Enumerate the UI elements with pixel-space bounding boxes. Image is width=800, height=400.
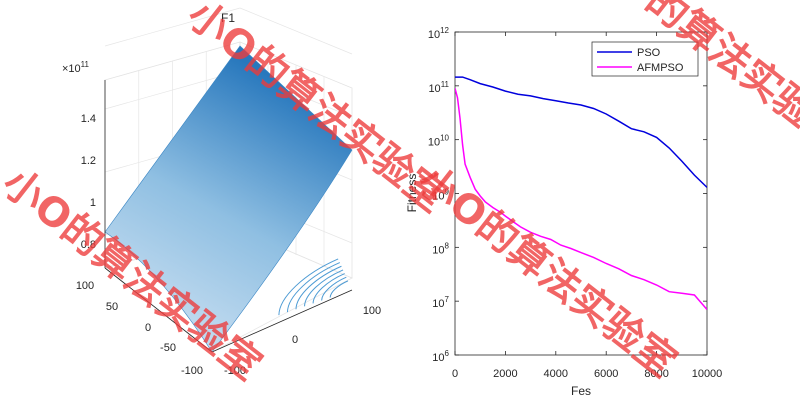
y-tick-label: 106 [432, 349, 449, 364]
y-tick-label: 108 [432, 241, 449, 256]
legend-box [591, 41, 699, 77]
surface-plot: F1 ×1011 1.4 1.2 1 0.8 -100 0 100 100 50 0 -50 -1… [62, 7, 381, 377]
z-tick-label: 0.8 [81, 239, 96, 251]
y-tick-label: 1012 [428, 26, 450, 41]
z-tick-label: 1 [90, 197, 96, 209]
x-tick-label: 0 [292, 334, 298, 346]
surface-mesh [104, 45, 353, 353]
x-tick-label: 100 [363, 305, 381, 317]
y-tick-label: -50 [160, 342, 176, 354]
legend: PSO AFMPSO [591, 41, 699, 77]
z-exponent-label: ×1011 [62, 60, 90, 75]
y-tick-labels: 100 50 0 -50 -100 [76, 280, 203, 377]
x-tick-label: -100 [224, 365, 246, 377]
convergence-plot: 0 2000 4000 6000 8000 10000 10610710810910101… [405, 26, 722, 398]
y-tick-label: 100 [76, 280, 94, 292]
surface-title: F1 [221, 11, 235, 25]
axis-ticks [454, 31, 708, 356]
y-tick-label: 50 [106, 301, 118, 313]
plot-area [454, 31, 708, 356]
y-tick-label: 1010 [428, 134, 450, 149]
floor-contours [278, 258, 349, 316]
x-tick-label: 8000 [644, 368, 668, 380]
y-tick-label: -100 [181, 365, 203, 377]
series-line-afmpso [455, 88, 707, 310]
series-group [455, 76, 707, 310]
x-axis-label: Fes [571, 384, 591, 398]
x-tick-labels: 0 2000 4000 6000 8000 10000 [452, 368, 722, 380]
x-tick-label: 10000 [692, 368, 723, 380]
y-tick-label: 107 [432, 295, 449, 310]
y-axis-line [104, 267, 213, 353]
y-tick-label: 1011 [428, 80, 449, 95]
x-tick-label: 2000 [493, 368, 517, 380]
legend-label-afmpso: AFMPSO [637, 62, 684, 74]
z-tick-labels: 1.4 1.2 1 0.8 [81, 113, 96, 251]
x-tick-labels: -100 0 100 [224, 305, 381, 377]
x-tick-label: 6000 [594, 368, 618, 380]
z-tick-label: 1.2 [81, 155, 96, 167]
y-tick-labels: 106 107 108 109 1010 1011 1012 [428, 26, 450, 364]
y-tick-label: 0 [145, 322, 151, 334]
z-tick-label: 1.4 [81, 113, 96, 125]
y-tick-label: 109 [432, 188, 449, 203]
x-tick-label: 0 [452, 368, 458, 380]
y-axis-label: Fitness [405, 174, 419, 213]
legend-label-pso: PSO [637, 47, 661, 59]
x-axis-line [211, 289, 353, 353]
x-tick-label: 4000 [544, 368, 568, 380]
series-line-pso [455, 76, 707, 188]
